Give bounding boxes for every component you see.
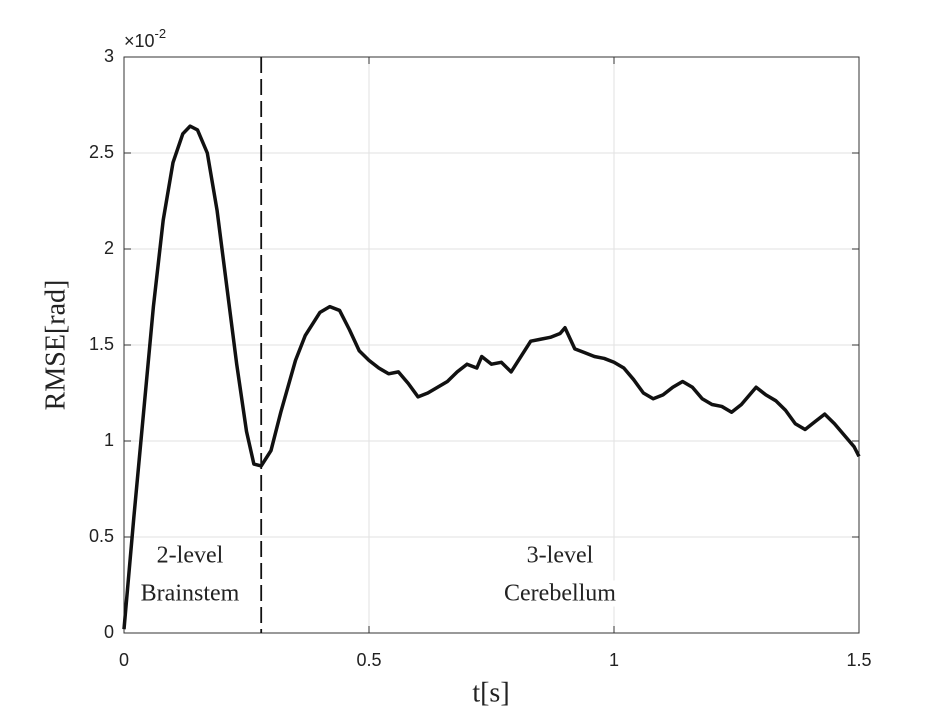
x-axis-label: t[s]	[472, 677, 509, 708]
x-tick-label: 0.5	[356, 650, 381, 670]
annotation: 3-level	[527, 543, 594, 569]
y-tick-label: 0.5	[89, 526, 114, 546]
annotation-bg	[502, 580, 619, 607]
y-exponent: ×10-2	[124, 26, 166, 50]
exponent-power: -2	[155, 26, 167, 41]
y-tick-label: 2	[104, 238, 114, 258]
y-axis-label: RMSE[rad]	[40, 280, 71, 411]
data-line	[122, 124, 861, 630]
x-tick-label: 1.5	[846, 650, 871, 670]
annotation: Cerebellum	[504, 581, 616, 607]
annotation: 2-level	[157, 543, 224, 569]
y-tick-label: 1	[104, 430, 114, 450]
plot-frame	[123, 56, 860, 634]
exponent-base: ×10	[124, 31, 155, 51]
annotation-bg	[524, 542, 596, 569]
annotation: Brainstem	[141, 581, 240, 607]
x-tick-label: 1	[609, 650, 619, 670]
y-tick-label: 1.5	[89, 334, 114, 354]
y-tick-label: 2.5	[89, 142, 114, 162]
annotation-bg	[154, 542, 226, 569]
y-tick-label: 0	[104, 622, 114, 642]
annotation-bg	[138, 580, 242, 607]
x-tick-label: 0	[119, 650, 129, 670]
y-tick-label: 3	[104, 46, 114, 66]
